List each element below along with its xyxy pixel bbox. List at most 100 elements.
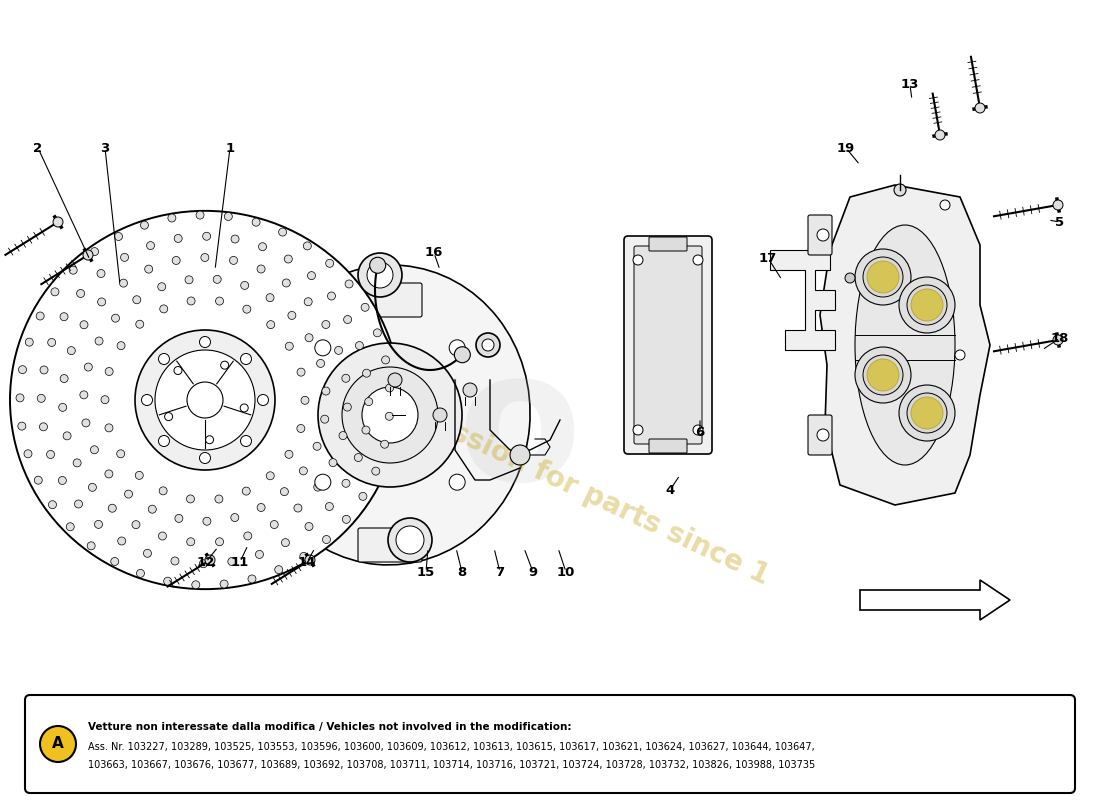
Circle shape: [37, 394, 45, 402]
Circle shape: [242, 487, 250, 495]
Circle shape: [297, 425, 305, 433]
Circle shape: [294, 504, 301, 512]
Circle shape: [280, 488, 288, 496]
Circle shape: [449, 474, 465, 490]
Text: a passion for parts since 1: a passion for parts since 1: [386, 390, 773, 590]
Circle shape: [216, 538, 223, 546]
Circle shape: [104, 470, 113, 478]
Circle shape: [173, 257, 180, 265]
Text: euro: euro: [118, 342, 582, 518]
Circle shape: [326, 502, 333, 510]
Circle shape: [362, 387, 418, 443]
Circle shape: [899, 385, 955, 441]
Circle shape: [170, 557, 179, 565]
Circle shape: [60, 374, 68, 382]
Circle shape: [108, 504, 117, 512]
Circle shape: [216, 297, 223, 305]
Circle shape: [220, 580, 228, 588]
FancyBboxPatch shape: [624, 236, 712, 454]
Circle shape: [314, 442, 321, 450]
Circle shape: [305, 298, 312, 306]
Circle shape: [53, 217, 63, 227]
Circle shape: [90, 247, 99, 255]
Circle shape: [317, 359, 324, 367]
Circle shape: [632, 425, 644, 435]
Circle shape: [136, 570, 144, 578]
Circle shape: [373, 329, 382, 337]
Circle shape: [201, 254, 209, 262]
Circle shape: [845, 273, 855, 283]
Circle shape: [433, 408, 447, 422]
Circle shape: [867, 359, 899, 391]
Text: 17: 17: [759, 251, 777, 265]
Circle shape: [80, 391, 88, 399]
Circle shape: [95, 520, 102, 528]
Circle shape: [252, 218, 260, 226]
Circle shape: [275, 566, 283, 574]
Text: 7: 7: [495, 566, 505, 578]
Circle shape: [148, 505, 156, 513]
Circle shape: [258, 242, 266, 250]
Circle shape: [382, 356, 389, 364]
FancyBboxPatch shape: [25, 695, 1075, 793]
Circle shape: [224, 213, 232, 221]
Circle shape: [58, 477, 66, 485]
Circle shape: [867, 261, 899, 293]
Circle shape: [284, 255, 293, 263]
Circle shape: [299, 467, 307, 475]
Circle shape: [283, 279, 290, 287]
Circle shape: [187, 538, 195, 546]
Circle shape: [266, 294, 274, 302]
Circle shape: [73, 459, 81, 467]
Circle shape: [385, 412, 394, 420]
Circle shape: [388, 518, 432, 562]
Circle shape: [82, 250, 94, 260]
Circle shape: [160, 487, 167, 495]
Circle shape: [370, 258, 386, 274]
Circle shape: [305, 522, 314, 530]
Circle shape: [343, 403, 351, 411]
Circle shape: [243, 305, 251, 313]
Circle shape: [322, 535, 330, 543]
Circle shape: [121, 254, 129, 262]
Circle shape: [975, 103, 984, 113]
Circle shape: [95, 337, 103, 345]
Circle shape: [155, 350, 255, 450]
Circle shape: [339, 431, 346, 439]
Circle shape: [214, 495, 223, 503]
Circle shape: [817, 229, 829, 241]
Circle shape: [358, 253, 402, 297]
Circle shape: [145, 265, 153, 273]
Circle shape: [257, 503, 265, 511]
FancyBboxPatch shape: [649, 439, 688, 453]
Circle shape: [278, 228, 287, 236]
Circle shape: [911, 289, 943, 321]
Text: 8: 8: [458, 566, 466, 578]
Circle shape: [342, 479, 350, 487]
Circle shape: [1053, 200, 1063, 210]
Circle shape: [141, 221, 149, 229]
Circle shape: [241, 354, 252, 365]
Circle shape: [230, 256, 238, 264]
Circle shape: [308, 272, 316, 280]
Circle shape: [158, 354, 169, 365]
Circle shape: [282, 538, 289, 546]
Circle shape: [47, 338, 56, 346]
Text: Ass. Nr. 103227, 103289, 103525, 103553, 103596, 103600, 103609, 103612, 103613,: Ass. Nr. 103227, 103289, 103525, 103553,…: [88, 742, 815, 752]
Text: 18: 18: [1050, 331, 1069, 345]
Circle shape: [80, 321, 88, 329]
Circle shape: [476, 333, 501, 357]
Circle shape: [46, 450, 55, 458]
Circle shape: [361, 303, 370, 311]
Circle shape: [322, 387, 330, 395]
Circle shape: [329, 458, 337, 466]
Circle shape: [187, 382, 223, 418]
Circle shape: [365, 398, 373, 406]
Text: 11: 11: [231, 555, 249, 569]
Circle shape: [935, 130, 945, 140]
Text: 103663, 103667, 103676, 103677, 103689, 103692, 103708, 103711, 103714, 103716, : 103663, 103667, 103676, 103677, 103689, …: [88, 760, 815, 770]
Circle shape: [326, 259, 333, 267]
Circle shape: [354, 454, 362, 462]
Text: 16: 16: [425, 246, 443, 259]
Circle shape: [202, 232, 210, 240]
